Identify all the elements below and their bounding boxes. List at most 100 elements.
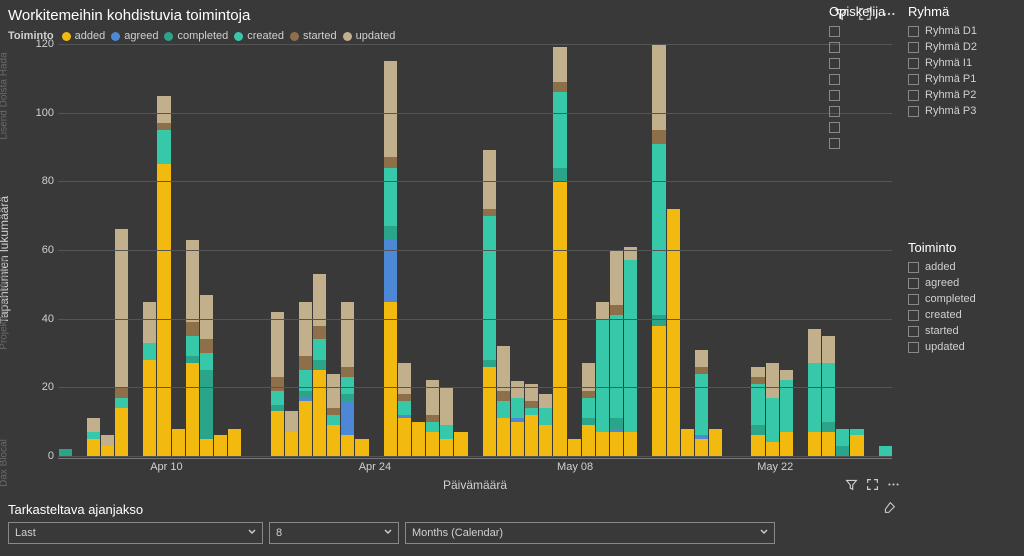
slicer-item[interactable] [829,39,904,55]
slicer-item[interactable] [829,119,904,135]
checkbox[interactable] [829,138,840,149]
checkbox[interactable] [908,106,919,117]
bar-segment-added [483,367,496,456]
slicer-item[interactable]: Ryhmä P3 [908,103,1018,119]
slicer-item[interactable]: Ryhmä D1 [908,23,1018,39]
checkbox[interactable] [908,90,919,101]
slicer-item[interactable] [829,135,904,151]
bar-segment-added [624,432,637,456]
dropdown-count[interactable]: 8 [269,522,399,544]
slicer-item-label: completed [925,293,976,305]
bar-segment-started [115,387,128,397]
bar-segment-created [836,429,849,446]
slicer-item[interactable] [829,71,904,87]
bar-segment-updated [610,250,623,305]
eraser-icon[interactable] [883,501,896,517]
legend-item[interactable]: started [290,30,337,42]
checkbox[interactable] [908,26,919,37]
slicer-item[interactable] [829,23,904,39]
checkbox[interactable] [908,262,919,273]
chart-area: Tapahtumien lukumäärä 020406080100120 Pä… [8,44,896,476]
slicer-title: Toiminto [908,240,1018,255]
bar-segment-created [582,398,595,419]
legend-item[interactable]: created [234,30,284,42]
bar-segment-completed [299,391,312,398]
bar-segment-updated [624,247,637,261]
bar-segment-completed [200,370,213,439]
bar-segment-created [539,408,552,425]
dropdown-mode[interactable]: Last [8,522,263,544]
checkbox[interactable] [908,58,919,69]
checkbox[interactable] [829,122,840,133]
x-axis-title: Päivämäärä [443,478,507,492]
focus-mode-icon[interactable] [866,478,879,494]
bar-segment-added [539,425,552,456]
bar-segment-created [384,168,397,226]
slicer-item[interactable]: started [908,323,1018,339]
slicer-item[interactable] [829,55,904,71]
slicer-item[interactable]: agreed [908,275,1018,291]
checkbox[interactable] [829,58,840,69]
slicer-item-label: Ryhmä I1 [925,57,972,69]
bar-segment-completed [582,418,595,425]
checkbox[interactable] [908,294,919,305]
bar-segment-added [115,408,128,456]
slicer-item-label: Ryhmä P3 [925,105,976,117]
legend-item[interactable]: agreed [111,30,158,42]
legend-item[interactable]: added [62,30,106,42]
slicer-item[interactable]: Ryhmä D2 [908,39,1018,55]
checkbox[interactable] [908,326,919,337]
slicer-item[interactable]: completed [908,291,1018,307]
bar-segment-updated [115,229,128,387]
dropdown-value: Months (Calendar) [412,527,503,539]
dropdown-value: 8 [276,527,282,539]
slicer-item[interactable] [829,87,904,103]
slicer-item[interactable]: Ryhmä P1 [908,71,1018,87]
checkbox[interactable] [829,106,840,117]
legend-item[interactable]: updated [343,30,396,42]
bar-segment-added [667,209,680,456]
slicer-item[interactable]: Ryhmä P2 [908,87,1018,103]
slicer-item[interactable]: created [908,307,1018,323]
bar-segment-started [157,123,170,130]
bar-segment-created [186,336,199,357]
checkbox[interactable] [829,26,840,37]
legend-item[interactable]: completed [164,30,228,42]
checkbox[interactable] [908,342,919,353]
bar-segment-added [101,446,114,456]
bar-segment-added [766,442,779,456]
slicer-item[interactable]: updated [908,339,1018,355]
bar-segment-created [157,130,170,164]
bar-segment-created [511,398,524,419]
checkbox[interactable] [829,90,840,101]
checkbox[interactable] [908,310,919,321]
bottom-panel-icons [845,478,900,494]
bar-segment-created [341,377,354,394]
more-options-icon[interactable] [887,478,900,494]
checkbox[interactable] [829,42,840,53]
grid-line [58,113,892,114]
slicer-item-label: created [925,309,962,321]
bar-segment-started [497,391,510,401]
bar-segment-added [412,422,425,456]
slicer-item[interactable]: added [908,259,1018,275]
bar-segment-added [525,415,538,456]
slicer-item[interactable]: Ryhmä I1 [908,55,1018,71]
legend-label-text: started [303,30,337,42]
checkbox[interactable] [908,42,919,53]
bar-segment-added [582,425,595,456]
dropdown-unit[interactable]: Months (Calendar) [405,522,775,544]
checkbox[interactable] [908,74,919,85]
grid-line [58,44,892,45]
bar-segment-added [426,432,439,456]
slicer-item[interactable] [829,103,904,119]
bar-segment-updated [440,387,453,425]
legend-swatch [343,32,352,41]
bar-segment-added [440,439,453,456]
bottom-title: Tarkasteltava ajanjakso [8,502,883,517]
filter-icon[interactable] [845,478,858,494]
bar-segment-started [327,408,340,415]
checkbox[interactable] [829,74,840,85]
bar-segment-created [87,432,100,439]
checkbox[interactable] [908,278,919,289]
